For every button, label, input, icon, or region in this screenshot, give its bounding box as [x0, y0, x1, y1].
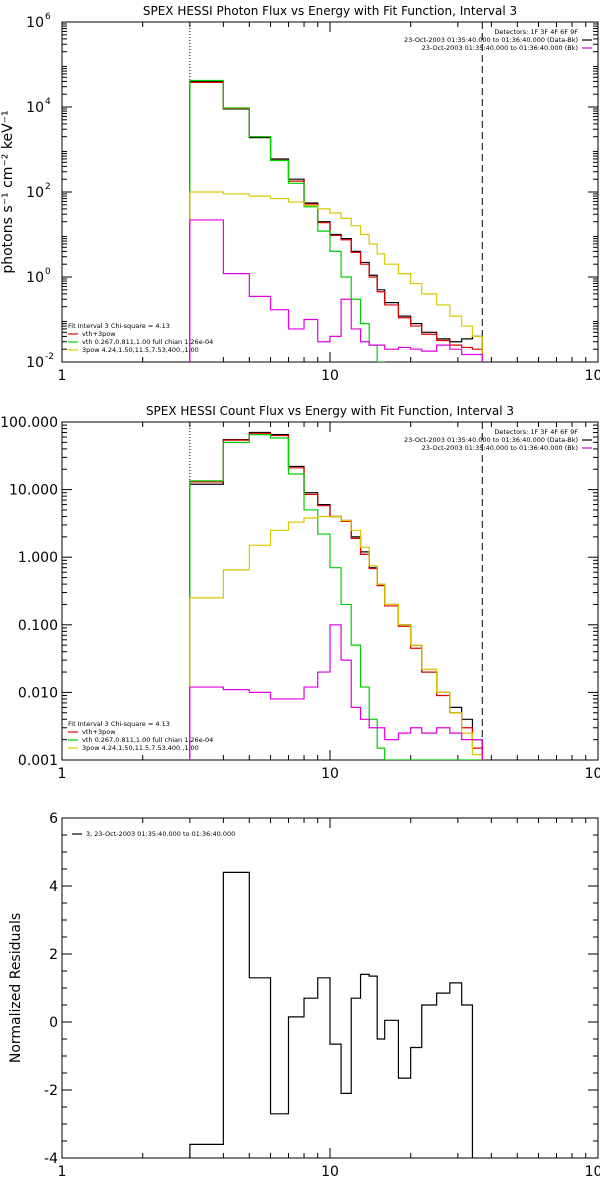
y-tick-label: -2 — [44, 1083, 58, 1099]
y-tick-label-base: 10 — [26, 355, 44, 371]
x-tick-label: 10 — [321, 368, 339, 384]
y-tick-label: 2 — [49, 947, 58, 963]
series-line-bk — [189, 219, 483, 362]
y-tick-label: 0.100 — [18, 618, 58, 634]
series-line-3pow — [189, 515, 483, 760]
y-tick-label-exponent: 0 — [45, 267, 51, 277]
y-tick-label-base: 10 — [26, 185, 44, 201]
x-tick-label: 1 — [58, 766, 67, 782]
y-tick-label-base: 10 — [26, 100, 44, 116]
x-tick-label: 100 — [585, 766, 600, 782]
series-line-vth-3pow — [189, 432, 483, 760]
legend-entry: Fit Interval 3 Chi-square = 4.13 — [68, 322, 170, 330]
series-line-3pow — [189, 191, 483, 362]
series-line-data-bk — [189, 80, 483, 362]
x-axis: 1 10 100 — [58, 818, 600, 1180]
y-tick-label: 4 — [49, 879, 58, 895]
x-tick-label: 10 — [321, 766, 339, 782]
y-tick-label: 0.010 — [18, 685, 58, 701]
y-tick-label-exponent: 6 — [45, 12, 51, 22]
series-line-vth — [189, 434, 483, 760]
legend-entry: 3pow 4.24,1.50,11.5,7.53,400.,1.00 — [82, 346, 199, 354]
series-group — [189, 871, 483, 1158]
legend-entry: vth 0.267,0.811,1.00 full chian 1.26e-04 — [82, 736, 213, 744]
legend-entry: 23-Oct-2003 01:35:40.000 to 01:36:40.000… — [404, 436, 578, 444]
legend-entry: 23-Oct-2003 01:35:40.000 to 01:36:40.000… — [404, 36, 578, 44]
x-tick-label: 100 — [585, 368, 600, 384]
plot-frame — [61, 21, 599, 363]
y-tick-label-exponent: -2 — [45, 352, 54, 362]
plot-frame — [61, 421, 599, 761]
x-axis: 1 10 100 — [58, 422, 600, 782]
legend-entry: Detectors: 1F 3F 4F 6F 9F — [494, 428, 578, 436]
chart-title: SPEX HESSI Photon Flux vs Energy with Fi… — [143, 4, 517, 18]
chart-1: SPEX HESSI Photon Flux vs Energy with Fi… — [0, 4, 600, 384]
y-axis: -4 -2 0 2 4 6 — [44, 811, 598, 1167]
y-axis-label: photons s⁻¹ cm⁻² keV⁻¹ — [0, 110, 16, 273]
y-tick-label-base: 10 — [26, 270, 44, 286]
x-axis: 1 10 100 — [58, 22, 600, 384]
legend-entry: 3pow 4.24,1.50,11.5,7.53,400.,1.00 — [82, 744, 199, 752]
y-tick-label-exponent: 4 — [45, 97, 51, 107]
chart-3: 1 10 100 -4 -2 0 2 4 6 Normalized Residuals 3, 23-… — [8, 811, 600, 1180]
legend-entry: Fit Interval 3 Chi-square = 4.13 — [68, 720, 170, 728]
y-axis-label: Normalized Residuals — [8, 913, 24, 1063]
chart-title: SPEX HESSI Count Flux vs Energy with Fit… — [146, 404, 514, 418]
series-group — [189, 431, 483, 760]
legend-top-left: 3, 23-Oct-2003 01:35:40.000 to 01:36:40.… — [72, 830, 235, 838]
series-line-data-bk — [189, 431, 483, 760]
y-tick-label: 100.000 — [0, 415, 58, 431]
series-line-vth — [189, 79, 483, 362]
y-tick-label: 0 — [49, 1015, 58, 1031]
x-tick-label: 10 — [321, 1164, 339, 1180]
y-tick-label: -4 — [44, 1151, 58, 1167]
legend-entry: vth+3pow — [82, 728, 116, 736]
legend-entry: 23-Oct-2003 01:35:40.000 to 01:36:40.000… — [422, 44, 578, 52]
legend-entry: vth 0.267,0.811,1.00 full chian 1.26e-04 — [82, 338, 213, 346]
x-tick-label: 1 — [58, 1164, 67, 1180]
legend-entry: vth+3pow — [82, 330, 116, 338]
y-tick-label-exponent: 2 — [45, 182, 51, 192]
y-tick-label: 10.000 — [9, 483, 58, 499]
series-line-bk — [189, 624, 483, 760]
series-line-vth-3pow — [189, 81, 483, 362]
y-axis: 0.001 0.010 0.100 1.000 10.000 100.000 — [0, 415, 598, 769]
y-tick-label: 6 — [49, 811, 58, 827]
x-tick-label: 1 — [58, 368, 67, 384]
legend-bottom-left: Fit Interval 3 Chi-square = 4.13vth+3pow… — [68, 720, 213, 752]
x-tick-label: 100 — [585, 1164, 600, 1180]
y-tick-label: 0.001 — [18, 753, 58, 769]
legend-entry: 3, 23-Oct-2003 01:35:40.000 to 01:36:40.… — [86, 830, 235, 838]
y-tick-label: 1.000 — [18, 550, 58, 566]
series-group — [189, 79, 483, 362]
legend-entry: Detectors: 1F 3F 4F 6F 9F — [494, 28, 578, 36]
series-line-residuals — [189, 871, 483, 1158]
y-tick-label-base: 10 — [26, 15, 44, 31]
legend-entry: 23-Oct-2003 01:35:40.000 to 01:36:40.000… — [422, 444, 578, 452]
chart-2: SPEX HESSI Count Flux vs Energy with Fit… — [0, 404, 600, 782]
legend-bottom-left: Fit Interval 3 Chi-square = 4.13vth+3pow… — [68, 322, 213, 354]
